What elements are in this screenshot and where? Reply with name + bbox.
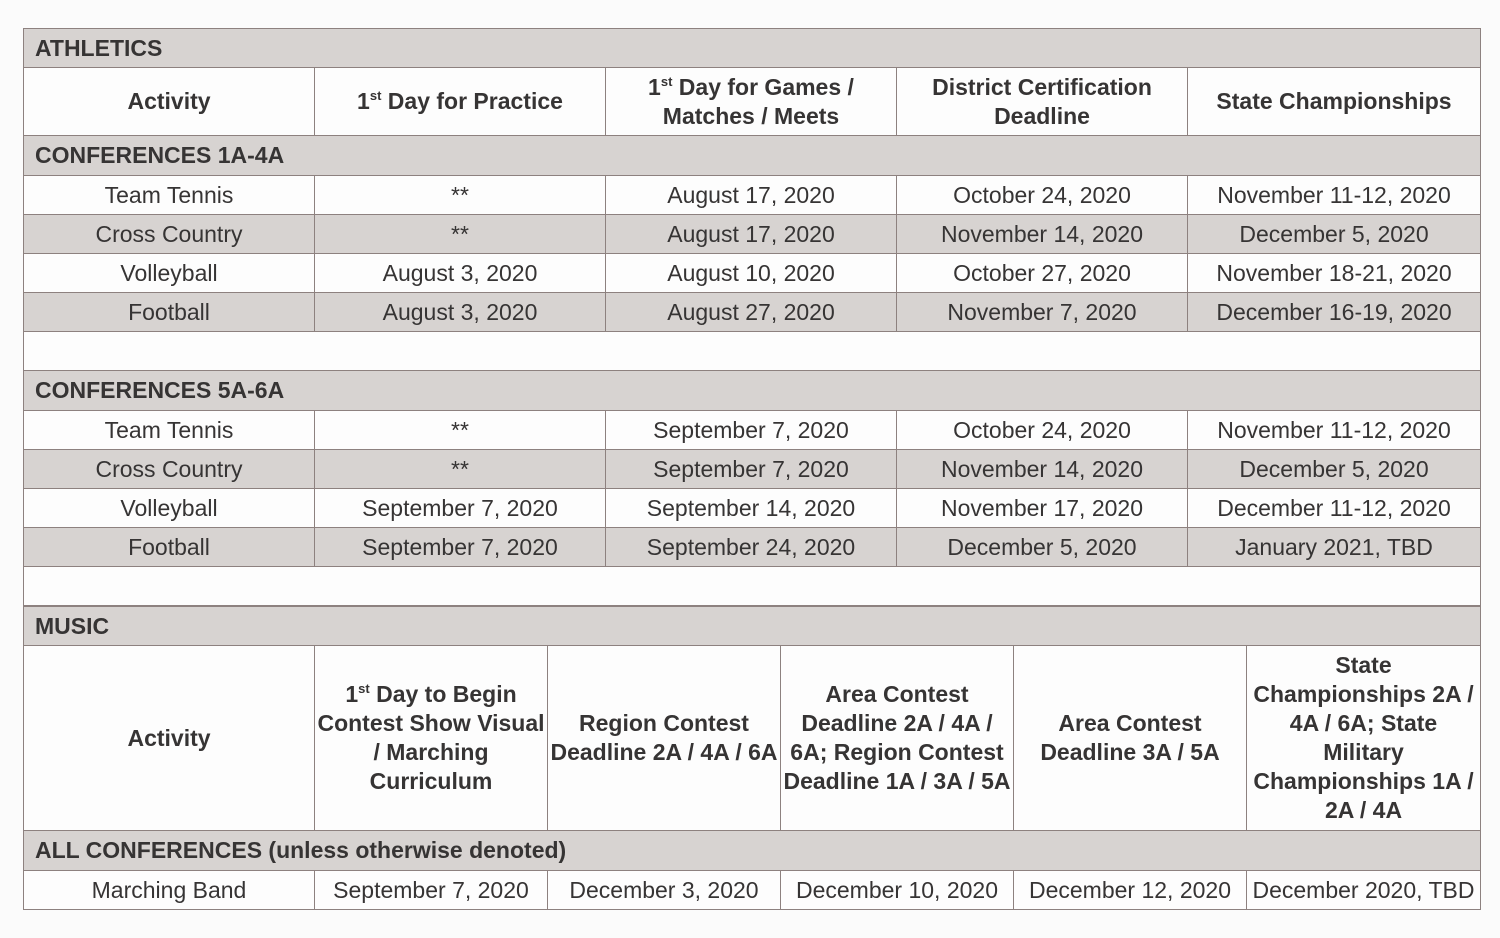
table-row: Football September 7, 2020 September 24, 2… bbox=[23, 527, 1482, 567]
spacer-row bbox=[22, 566, 1482, 606]
date-cell: December 3, 2020 bbox=[547, 870, 781, 910]
activity-cell: Cross Country bbox=[23, 214, 315, 254]
header-superscript: st bbox=[660, 73, 673, 89]
date-cell: November 14, 2020 bbox=[896, 214, 1188, 254]
date-cell: December 11-12, 2020 bbox=[1186, 488, 1482, 528]
date-cell: September 7, 2020 bbox=[314, 870, 548, 910]
column-header: State Championships bbox=[1186, 67, 1482, 136]
column-header: 1st Day for Games / Matches / Meets bbox=[605, 67, 897, 136]
column-header: Area Contest Deadline 3A / 5A bbox=[1013, 645, 1247, 831]
date-cell: September 7, 2020 bbox=[314, 488, 606, 528]
table-row: Cross Country ** August 17, 2020 November 1… bbox=[23, 214, 1482, 254]
conference-section-title: CONFERENCES 1A-4A bbox=[22, 135, 1482, 176]
date-cell: August 3, 2020 bbox=[314, 292, 606, 332]
activity-cell: Team Tennis bbox=[23, 410, 315, 450]
date-cell: ** bbox=[314, 175, 606, 215]
activity-cell: Football bbox=[23, 292, 315, 332]
table-row: Football August 3, 2020 August 27, 2020 Nov… bbox=[23, 292, 1482, 332]
table-row: Team Tennis ** September 7, 2020 October 24… bbox=[23, 410, 1482, 450]
table-row: Team Tennis ** August 17, 2020 October 24, … bbox=[23, 175, 1482, 215]
header-superscript: st bbox=[358, 681, 370, 696]
date-cell: August 10, 2020 bbox=[605, 253, 897, 293]
date-cell: December 5, 2020 bbox=[1186, 449, 1482, 489]
date-cell: December 5, 2020 bbox=[1186, 214, 1482, 254]
date-cell: September 24, 2020 bbox=[605, 527, 897, 567]
table-row: Volleyball August 3, 2020 August 10, 2020 O… bbox=[23, 253, 1482, 293]
column-header: Activity bbox=[23, 645, 315, 831]
date-cell: January 2021, TBD bbox=[1186, 527, 1482, 567]
date-cell: October 24, 2020 bbox=[896, 410, 1188, 450]
date-cell: November 18-21, 2020 bbox=[1186, 253, 1482, 293]
activity-cell: Volleyball bbox=[23, 488, 315, 528]
date-cell: October 27, 2020 bbox=[896, 253, 1188, 293]
date-cell: November 14, 2020 bbox=[896, 449, 1188, 489]
activity-cell: Team Tennis bbox=[23, 175, 315, 215]
date-cell: December 10, 2020 bbox=[780, 870, 1014, 910]
date-cell: ** bbox=[314, 410, 606, 450]
header-prefix: 1 bbox=[357, 88, 370, 114]
header-text: Day for Games / Matches / Meets bbox=[662, 73, 854, 129]
date-cell: November 17, 2020 bbox=[896, 488, 1188, 528]
activity-cell: Marching Band bbox=[23, 870, 315, 910]
date-cell: November 11-12, 2020 bbox=[1186, 175, 1482, 215]
column-header: Region Contest Deadline 2A / 4A / 6A bbox=[547, 645, 781, 831]
date-cell: December 2020, TBD bbox=[1246, 870, 1481, 910]
music-table: MUSIC Activity 1st Day to Begin Contest Sh… bbox=[23, 606, 1481, 910]
conference-section-title: ALL CONFERENCES (unless otherwise denote… bbox=[23, 830, 1481, 871]
activity-cell: Cross Country bbox=[23, 449, 315, 489]
column-header: Area Contest Deadline 2A / 4A / 6A; Regi… bbox=[780, 645, 1014, 831]
date-cell: August 27, 2020 bbox=[605, 292, 897, 332]
table-row: Volleyball September 7, 2020 September 14,… bbox=[23, 488, 1482, 528]
conference-section-title: CONFERENCES 5A-6A bbox=[22, 370, 1482, 411]
header-text: Day to Begin Contest Show Visual / March… bbox=[317, 681, 545, 794]
header-prefix: 1 bbox=[648, 73, 661, 100]
table-row: Marching Band September 7, 2020 December 3… bbox=[23, 870, 1481, 910]
date-cell: August 17, 2020 bbox=[605, 214, 897, 254]
athletics-section-title: ATHLETICS bbox=[22, 28, 1482, 68]
column-header: State Championships 2A / 4A / 6A; State … bbox=[1246, 645, 1481, 831]
date-cell: September 14, 2020 bbox=[605, 488, 897, 528]
column-header: Activity bbox=[23, 67, 315, 136]
date-cell: September 7, 2020 bbox=[605, 410, 897, 450]
date-cell: December 5, 2020 bbox=[896, 527, 1188, 567]
date-cell: September 7, 2020 bbox=[314, 527, 606, 567]
header-superscript: st bbox=[369, 88, 382, 103]
column-header: District Certification Deadline bbox=[896, 67, 1188, 136]
music-section-title: MUSIC bbox=[23, 606, 1481, 646]
activity-cell: Football bbox=[23, 527, 315, 567]
athletics-table: ATHLETICS Activity 1st Day for Practice 1st… bbox=[22, 28, 1482, 606]
date-cell: November 7, 2020 bbox=[896, 292, 1188, 332]
date-cell: November 11-12, 2020 bbox=[1186, 410, 1482, 450]
date-cell: ** bbox=[314, 449, 606, 489]
column-header: 1st Day for Practice bbox=[314, 67, 606, 136]
date-cell: December 12, 2020 bbox=[1013, 870, 1247, 910]
date-cell: ** bbox=[314, 214, 606, 254]
spacer-row bbox=[22, 331, 1482, 371]
table-row: Cross Country ** September 7, 2020 November… bbox=[23, 449, 1482, 489]
date-cell: August 17, 2020 bbox=[605, 175, 897, 215]
header-text: Day for Practice bbox=[381, 88, 563, 114]
column-header: 1st Day to Begin Contest Show Visual / M… bbox=[314, 645, 548, 831]
date-cell: August 3, 2020 bbox=[314, 253, 606, 293]
date-cell: September 7, 2020 bbox=[605, 449, 897, 489]
activity-cell: Volleyball bbox=[23, 253, 315, 293]
date-cell: December 16-19, 2020 bbox=[1186, 292, 1482, 332]
header-prefix: 1 bbox=[345, 681, 359, 707]
date-cell: October 24, 2020 bbox=[896, 175, 1188, 215]
